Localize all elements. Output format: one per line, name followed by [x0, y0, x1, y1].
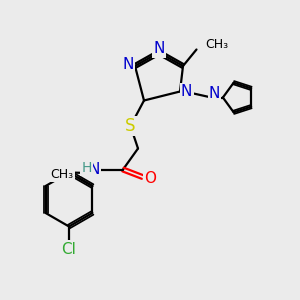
Text: N: N [209, 86, 220, 101]
Text: CH₃: CH₃ [50, 168, 74, 181]
Text: Cl: Cl [61, 242, 76, 256]
Text: N: N [123, 57, 134, 72]
Text: N: N [153, 41, 165, 56]
Text: N: N [89, 162, 100, 177]
Text: S: S [125, 117, 136, 135]
Text: O: O [144, 171, 156, 186]
Text: CH₃: CH₃ [206, 38, 229, 52]
Text: H: H [81, 161, 92, 175]
Text: N: N [181, 84, 192, 99]
